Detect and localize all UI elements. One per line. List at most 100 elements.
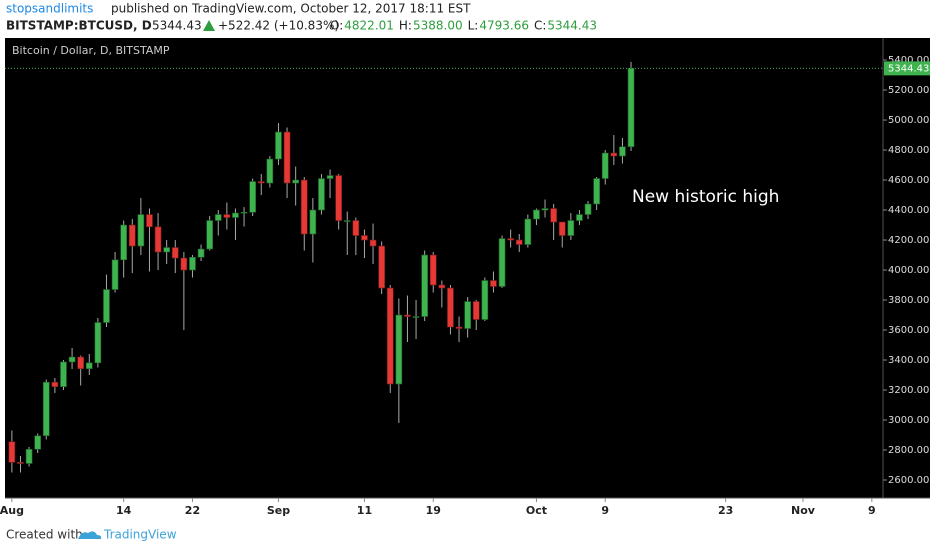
candle-body (283, 131, 291, 184)
y-tick-label: 3800.00 (888, 295, 929, 306)
y-tick-label: 5000.00 (888, 115, 929, 126)
candle-body (68, 356, 76, 363)
candle-body (94, 322, 102, 364)
candle-body (266, 158, 274, 184)
candle-body (361, 235, 368, 241)
candle-body (593, 178, 600, 205)
candle-body (464, 301, 471, 329)
up-arrow (203, 20, 215, 31)
candle-body (77, 356, 84, 370)
annotation: New historic high (632, 187, 779, 207)
ohlc-value: 5388.00 (413, 19, 463, 33)
candle-body (395, 314, 403, 385)
plot-background (5, 38, 930, 498)
y-tick-label: 2600.00 (888, 475, 929, 486)
ohlc-label: H: (399, 19, 412, 33)
candle-body (601, 152, 609, 179)
y-tick-label: 3000.00 (888, 415, 929, 426)
candle-body (111, 259, 119, 290)
candle-body (429, 254, 437, 286)
candle-body (472, 301, 480, 320)
x-tick-label: 22 (185, 504, 200, 517)
candle-body (421, 254, 428, 317)
candle-body (189, 256, 196, 271)
x-tick-label: Aug (0, 504, 24, 517)
x-tick-label: 9 (868, 504, 876, 517)
candle-body (447, 287, 454, 328)
change: +522.42 (+10.83%) (218, 19, 339, 33)
candle-body (619, 146, 626, 157)
candle-body (146, 214, 153, 228)
last-price-box (884, 61, 930, 76)
x-tick-label: 14 (116, 504, 132, 517)
candle-body (515, 239, 523, 245)
candle-body (137, 214, 145, 247)
footer-created: Created with (6, 528, 83, 542)
candle-body (275, 131, 282, 160)
candle-body (524, 218, 532, 245)
candle-body (326, 175, 334, 179)
candle-body (223, 214, 231, 218)
candle-body (180, 257, 188, 271)
candle-body (34, 435, 41, 450)
candle-body (300, 179, 308, 235)
candle-body (610, 152, 618, 157)
footer-brand[interactable]: TradingView (103, 528, 177, 542)
candle-body (438, 284, 446, 289)
candle-body (404, 314, 411, 317)
candle-body (292, 179, 299, 184)
published: published on TradingView.com, October 12… (111, 2, 471, 16)
candle-body (498, 238, 506, 287)
candle-body (481, 280, 489, 320)
candle-body (533, 209, 540, 220)
y-tick-label: 3400.00 (888, 355, 929, 366)
candle-body (257, 181, 265, 184)
candle-body (352, 220, 360, 236)
candle-body (8, 441, 16, 463)
y-tick-label: 3600.00 (888, 325, 929, 336)
ohlc-value: 4793.66 (479, 19, 529, 33)
candle-body (249, 181, 256, 213)
candle-body (558, 221, 566, 236)
publisher[interactable]: stopsandlimits (6, 2, 93, 16)
candle-body (171, 247, 179, 259)
candle-body (309, 209, 317, 235)
candle-body (550, 208, 557, 223)
candle-body (343, 220, 351, 222)
y-tick-label: 4400.00 (888, 205, 929, 216)
candle-body (369, 239, 377, 247)
candle-body (318, 178, 325, 211)
candle-body (103, 289, 110, 323)
ohlc-label: L: (468, 19, 479, 33)
x-tick-label: 9 (601, 504, 609, 517)
ohlc-label: C: (534, 19, 546, 33)
last-price-label: 5344.43 (888, 63, 929, 74)
x-tick-label: Nov (791, 504, 816, 517)
candle-body (584, 203, 592, 215)
candle-body (507, 238, 514, 241)
x-tick-label: Sep (267, 504, 290, 517)
candle-body (120, 224, 127, 261)
y-tick-label: 4800.00 (888, 145, 929, 156)
candle-body (490, 280, 497, 287)
ohlc-value: 4822.01 (344, 19, 394, 33)
x-tick-label: 19 (426, 504, 441, 517)
y-tick-label: 4600.00 (888, 175, 929, 186)
y-tick-label: 4200.00 (888, 235, 929, 246)
candle-body (17, 462, 24, 464)
y-tick-label: 5400.00 (888, 55, 929, 66)
candle-body (51, 381, 59, 388)
candle-body (386, 287, 394, 385)
candle-body (128, 224, 136, 247)
x-tick-label: Oct (526, 504, 547, 517)
candle-body (60, 361, 67, 388)
y-tick-label: 3200.00 (888, 385, 929, 396)
candle-body (206, 220, 213, 250)
y-tick-label: 5200.00 (888, 85, 929, 96)
ohlc-label: O: (330, 19, 343, 33)
candle-body (567, 220, 575, 236)
candle-body (85, 362, 93, 370)
candle-body (163, 247, 170, 253)
x-tick-label: 23 (718, 504, 733, 517)
